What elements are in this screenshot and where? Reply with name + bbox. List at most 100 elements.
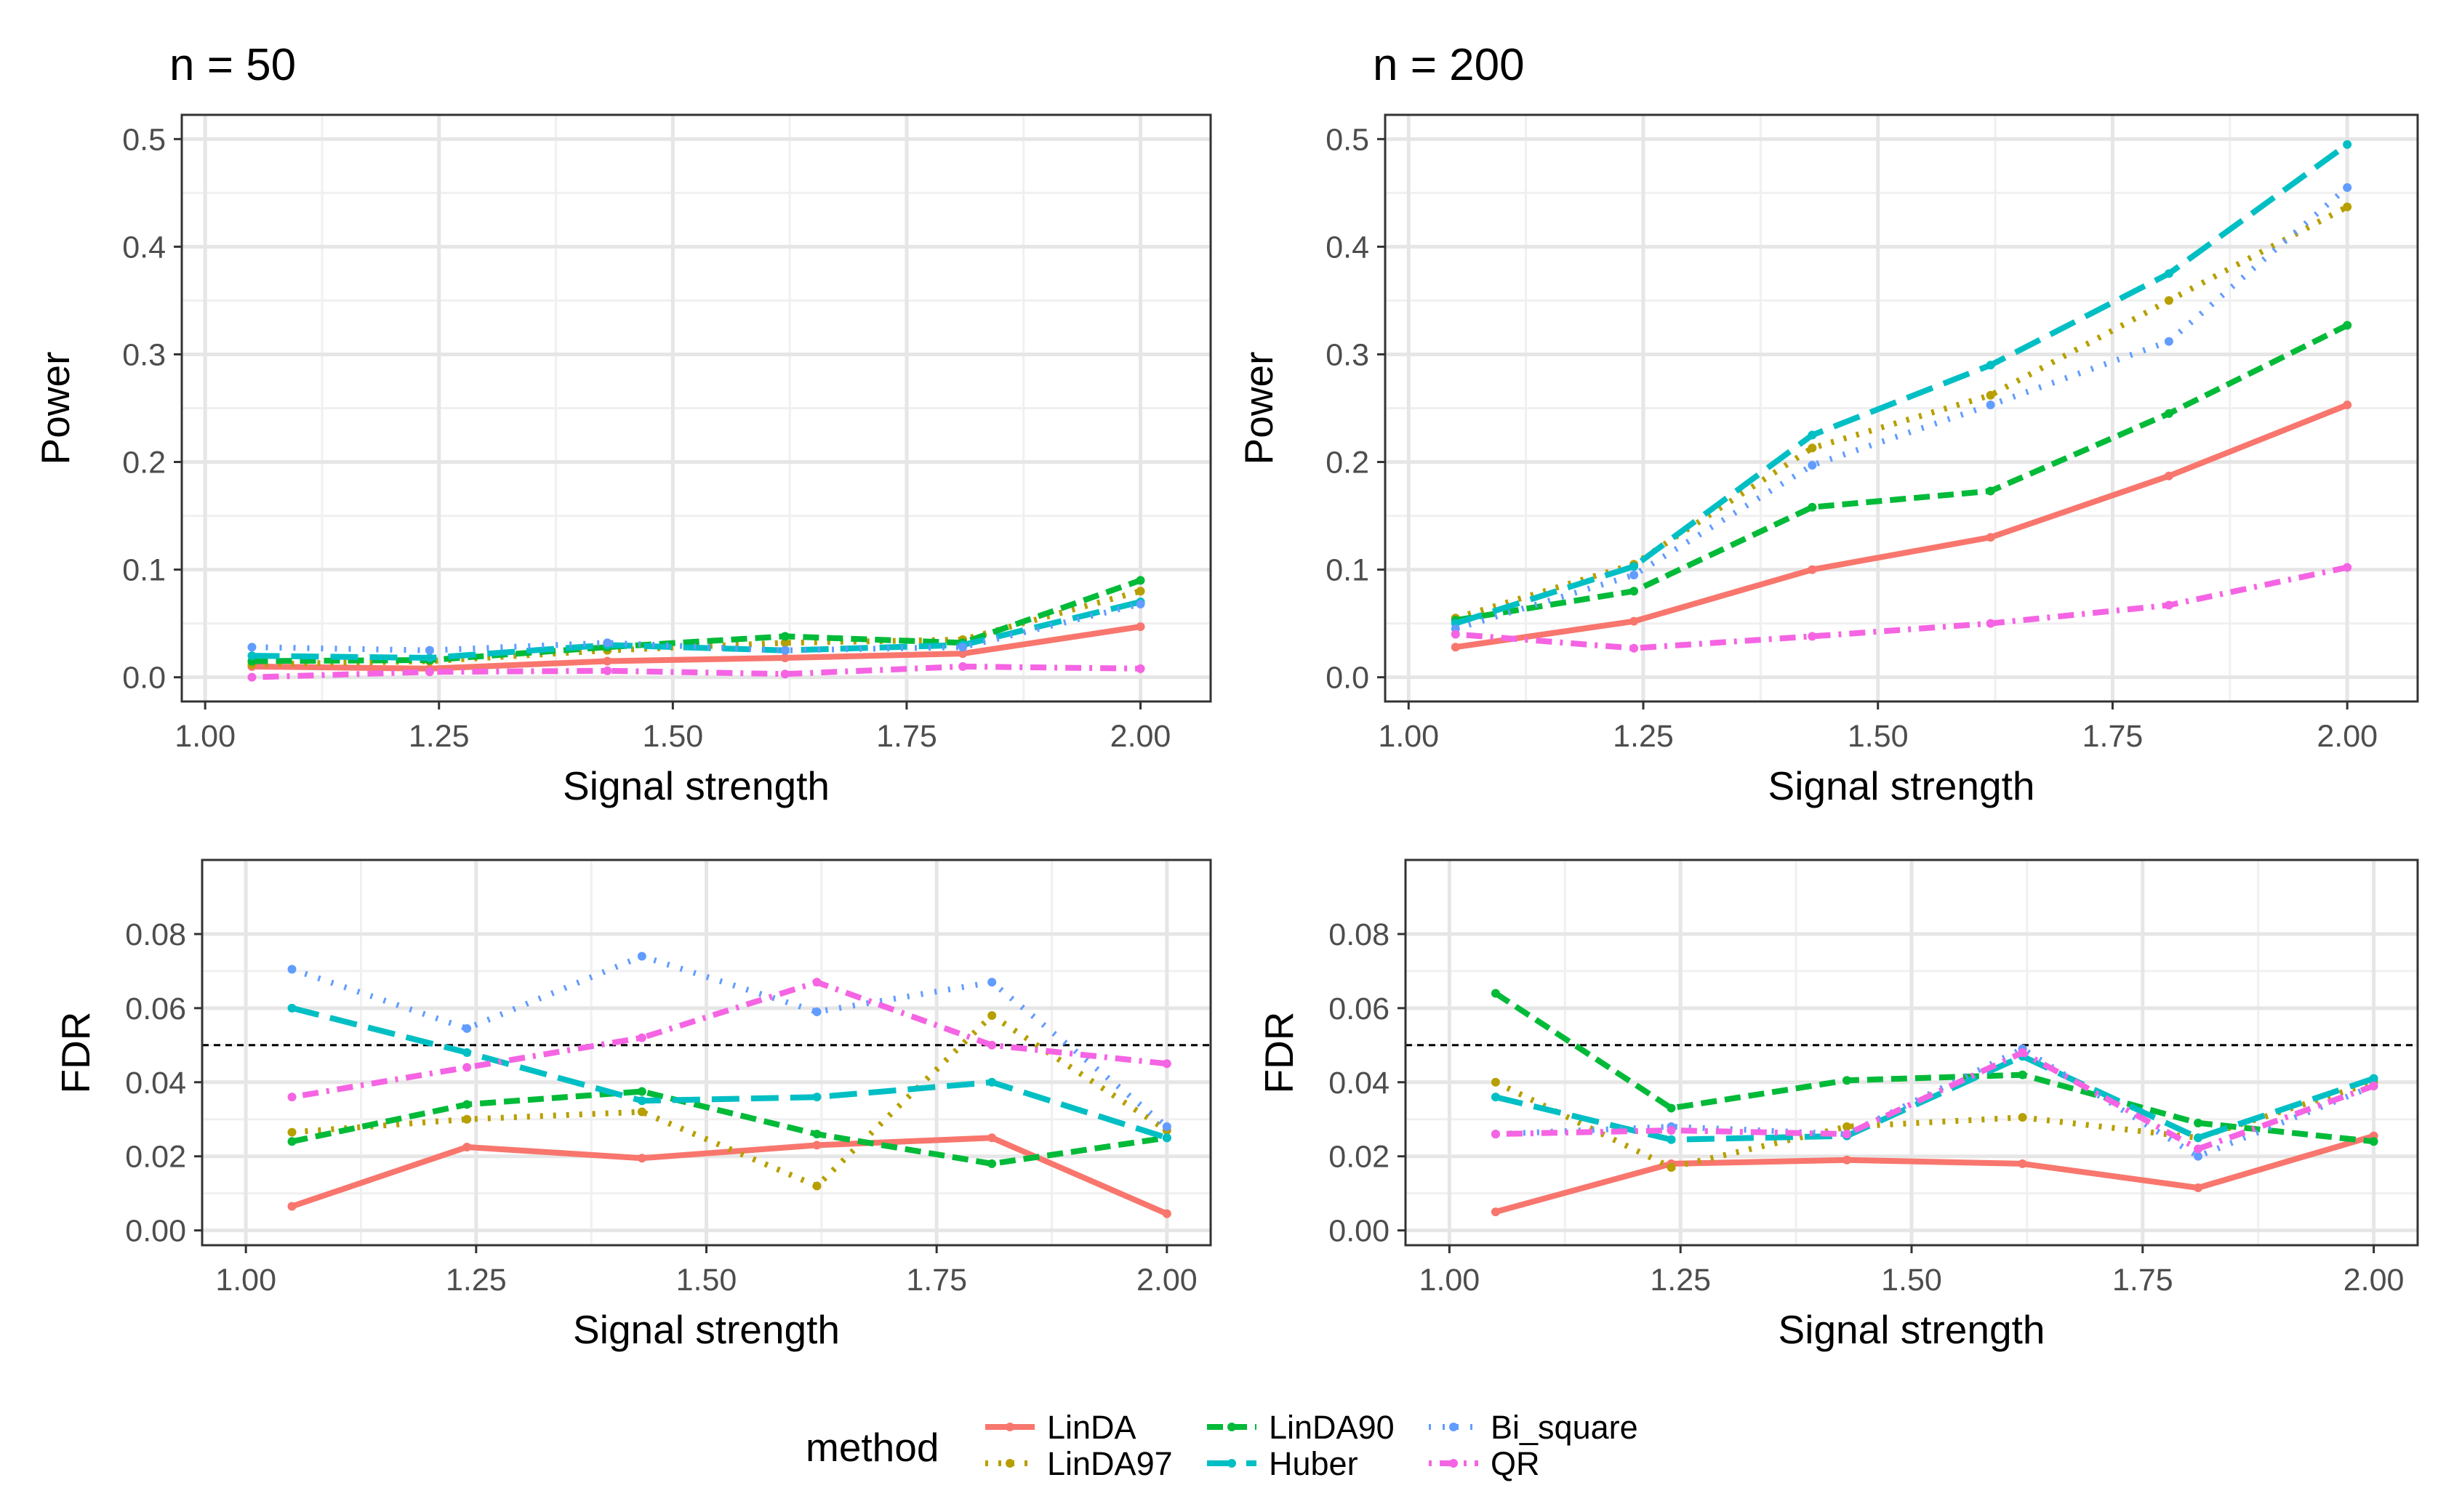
legend-label: LinDA97	[1047, 1445, 1173, 1482]
data-point-QR	[812, 978, 822, 987]
data-point-LinDA	[1842, 1155, 1852, 1165]
series-line-LinDA90	[1455, 322, 2349, 624]
data-point-LinDA	[812, 1141, 822, 1150]
data-point-LinDA	[1808, 565, 1817, 574]
x-tick-label: 1.75	[2112, 1263, 2173, 1298]
y-tick-label: 0.0	[122, 661, 166, 696]
data-point-LinDA	[1986, 533, 1995, 542]
x-tick-label: 1.25	[409, 719, 470, 754]
legend-key-point	[1227, 1459, 1236, 1468]
data-point-LinDA90	[812, 1130, 822, 1139]
data-point-Huber	[1986, 361, 1995, 370]
data-point-LinDA97	[812, 1181, 822, 1191]
data-point-QR	[1808, 632, 1817, 641]
x-tick-label: 1.25	[1650, 1263, 1711, 1298]
y-axis-title: FDR	[53, 1011, 98, 1093]
y-tick-label: 0.1	[1326, 553, 1369, 588]
data-point-Huber	[2343, 140, 2352, 149]
y-tick-label: 0.0	[1326, 661, 1369, 696]
y-tick-label: 0.1	[122, 553, 166, 588]
series-line-LinDA90	[252, 577, 1142, 664]
data-point-LinDA	[1162, 1209, 1171, 1218]
data-point-Bi_square	[780, 646, 790, 655]
data-point-LinDA97	[1842, 1122, 1852, 1131]
y-axis-title: FDR	[1256, 1011, 1302, 1093]
data-point-LinDA97	[287, 1127, 297, 1137]
legend-label: LinDA	[1047, 1409, 1136, 1446]
data-point-QR	[462, 1063, 472, 1072]
x-tick-label: 2.00	[2317, 719, 2378, 754]
data-point-LinDA	[2194, 1183, 2203, 1193]
y-tick-label: 0.02	[125, 1140, 186, 1175]
y-tick-label: 0.5	[122, 122, 166, 157]
data-point-QR	[2018, 1048, 2027, 1057]
y-tick-label: 0.3	[122, 337, 166, 372]
data-point-Huber	[1629, 562, 1639, 571]
y-axis-title: Power	[1236, 352, 1281, 465]
x-tick-label: 1.25	[1613, 719, 1674, 754]
data-point-Huber	[812, 1093, 822, 1102]
panel-fdr_n50: 0.00 0.02 0.04 0.06 0.08 1.00 1.25 1.50 1.75 2.00…	[53, 858, 1212, 1352]
data-point-LinDA90	[1667, 1103, 1676, 1113]
series-line-Huber	[1454, 142, 2349, 627]
panel-power_n200: 0.0 0.1 0.2 0.3 0.4 0.5 1.00 1.25 1.50 1.75 2.00 Si…	[1236, 40, 2419, 808]
legend-item-LinDA90: LinDA90	[1207, 1409, 1395, 1446]
data-point-LinDA	[1136, 622, 1145, 632]
data-point-LinDA90	[1491, 989, 1500, 998]
data-point-LinDA97	[987, 1011, 997, 1021]
data-point-LinDA90	[287, 1137, 297, 1146]
panel-fdr_n200: 0.00 0.02 0.04 0.06 0.08 1.00 1.25 1.50 1.75 2.00…	[1256, 858, 2419, 1352]
data-point-QR	[1136, 664, 1145, 673]
data-point-Bi_square	[987, 978, 997, 987]
legend-key-point	[1227, 1423, 1236, 1431]
data-point-Bi_square	[812, 1007, 822, 1016]
data-point-Bi_square	[637, 952, 646, 961]
x-tick-label: 1.50	[1848, 719, 1909, 754]
data-point-LinDA97	[462, 1114, 472, 1124]
y-tick-label: 0.00	[1328, 1214, 1390, 1249]
x-tick-label: 1.75	[2082, 719, 2144, 754]
x-tick-label: 2.00	[1136, 1263, 1198, 1298]
x-tick-label: 1.00	[175, 719, 236, 754]
data-point-Bi_square	[462, 1024, 472, 1033]
data-point-LinDA90	[1842, 1076, 1852, 1085]
data-point-LinDA97	[2018, 1113, 2027, 1122]
data-point-LinDA	[2164, 471, 2173, 480]
data-point-LinDA97	[1986, 390, 1995, 400]
data-point-LinDA	[287, 1202, 297, 1211]
data-point-LinDA	[1451, 643, 1460, 652]
series-line-QR	[1455, 564, 2349, 651]
data-point-Bi_square	[1808, 460, 1817, 470]
x-axis-title: Signal strength	[563, 763, 830, 808]
data-point-LinDA97	[1808, 443, 1817, 453]
data-point-LinDA	[958, 649, 968, 659]
x-tick-label: 1.50	[676, 1263, 737, 1298]
y-axis-title: Power	[33, 352, 78, 465]
data-point-LinDA90	[987, 1159, 997, 1168]
data-point-Huber	[287, 1003, 297, 1013]
data-point-QR	[987, 1040, 997, 1050]
data-point-LinDA	[1629, 616, 1639, 626]
data-point-LinDA	[603, 656, 612, 666]
data-point-Bi_square	[603, 638, 612, 648]
data-point-LinDA97	[780, 638, 790, 648]
data-point-QR	[287, 1093, 297, 1102]
x-tick-label: 1.50	[1881, 1263, 1942, 1298]
data-point-LinDA	[2018, 1159, 2027, 1168]
series-line-Huber	[1494, 1053, 2375, 1143]
y-tick-label: 0.4	[122, 230, 166, 265]
legend-key-point	[1449, 1423, 1458, 1431]
series-line-LinDA	[252, 624, 1142, 672]
data-point-QR	[425, 667, 434, 677]
data-point-LinDA97	[2164, 296, 2173, 305]
legend-item-Huber: Huber	[1207, 1445, 1358, 1482]
x-tick-label: 1.25	[446, 1263, 507, 1298]
data-point-LinDA90	[2343, 321, 2352, 330]
x-tick-label: 2.00	[1110, 719, 1171, 754]
data-point-LinDA90	[1136, 576, 1145, 585]
data-point-LinDA	[637, 1154, 646, 1163]
series-line-LinDA	[1455, 402, 2349, 651]
data-point-QR	[1667, 1126, 1676, 1135]
data-point-LinDA90	[2194, 1118, 2203, 1127]
